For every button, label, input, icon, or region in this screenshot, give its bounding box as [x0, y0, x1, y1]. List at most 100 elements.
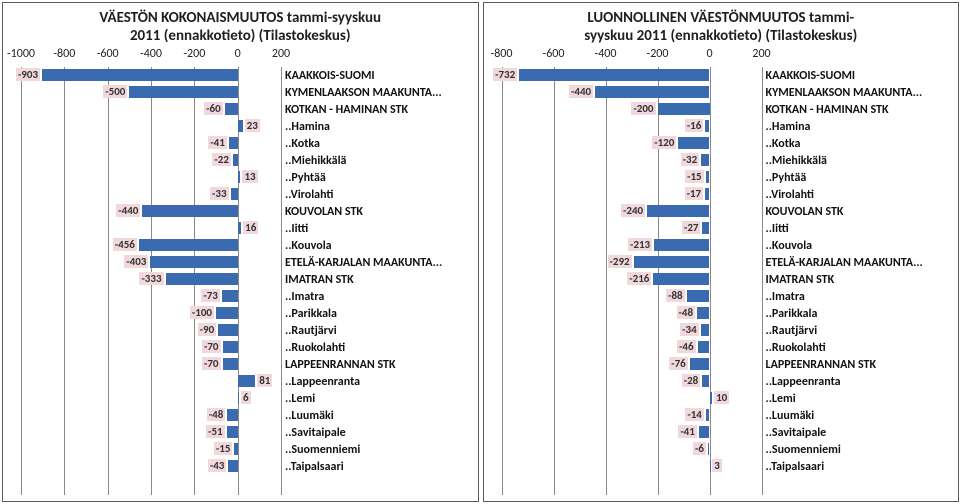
value-label: -17 [685, 187, 704, 200]
chart-row: -213..Kouvola [492, 237, 951, 254]
bar [705, 188, 709, 200]
category-label: ..Taipalsaari [762, 460, 951, 474]
bar-cell: -28 [502, 373, 762, 390]
bar [654, 239, 709, 251]
chart-row: -46..Ruokolahti [492, 339, 951, 356]
category-label: ..Miehikkälä [762, 154, 951, 168]
value-label: -46 [677, 340, 696, 353]
value-label: 13 [242, 170, 257, 183]
bar [129, 86, 237, 98]
bar-cell: -456 [21, 237, 281, 254]
category-label: ..Taipalsaari [281, 460, 470, 474]
bar [634, 256, 710, 268]
value-label: -33 [210, 187, 229, 200]
bar-cell: -88 [502, 288, 762, 305]
chart-title-line1: VÄESTÖN KOKONAISMUUTOS tammi-syyskuu [11, 9, 470, 27]
chart-row: -15..Pyhtää [492, 169, 951, 186]
bar-cell: -90 [21, 322, 281, 339]
value-label: -240 [621, 204, 645, 217]
bar [234, 443, 237, 455]
bar [697, 307, 709, 319]
bar [705, 120, 709, 132]
charts-container: VÄESTÖN KOKONAISMUUTOS tammi-syyskuu2011… [0, 0, 961, 504]
bar-cell: -51 [21, 424, 281, 441]
bar [225, 103, 238, 115]
bar-cell: -43 [21, 458, 281, 475]
chart-row: -70..Ruokolahti [11, 339, 470, 356]
chart-row: -216IMATRAN STK [492, 271, 951, 288]
chart-panel-1: LUONNOLLINEN VÄESTÖNMUUTOS tammi-syyskuu… [483, 2, 960, 502]
chart-row: 81 ..Lappeenranta [11, 373, 470, 390]
bar-cell: -48 [502, 305, 762, 322]
bar [223, 341, 238, 353]
category-label: ..Kouvola [762, 239, 951, 253]
category-label: ..Iitti [281, 222, 470, 236]
bar [701, 324, 710, 336]
chart-row: -60KOTKAN - HAMINAN STK [11, 101, 470, 118]
chart-row: -292ETELÄ-KARJALAN MAAKUNTA... [492, 254, 951, 271]
bar-cell: -440 [502, 84, 762, 101]
bar [690, 358, 710, 370]
bar [166, 273, 238, 285]
category-label: KOUVOLAN STK [281, 205, 470, 219]
bar-cell: -22 [21, 152, 281, 169]
chart-row: -732KAAKKOIS-SUOMI [492, 67, 951, 84]
category-label: ..Pyhtää [281, 171, 470, 185]
bar-cell: 81 [21, 373, 281, 390]
category-label: ..Kotka [762, 137, 951, 151]
value-label: -28 [682, 374, 701, 387]
chart-row: -41..Kotka [11, 135, 470, 152]
bar-cell: -120 [502, 135, 762, 152]
value-label: 81 [257, 374, 272, 387]
category-label: ..Iitti [762, 222, 951, 236]
value-label: -100 [190, 306, 214, 319]
chart-row: -456..Kouvola [11, 237, 470, 254]
bar-cell: -17 [502, 186, 762, 203]
bar [216, 307, 238, 319]
bar-cell: -732 [502, 67, 762, 84]
tick-label: -200 [183, 47, 205, 61]
value-label: -500 [103, 85, 127, 98]
tick-label: -400 [140, 47, 162, 61]
bar [706, 409, 710, 421]
bar-cell: -15 [21, 441, 281, 458]
chart-row: -48..Luumäki [11, 407, 470, 424]
category-label: KAAKKOIS-SUOMI [281, 69, 470, 83]
value-label: -88 [666, 289, 685, 302]
category-label: LAPPEENRANNAN STK [281, 358, 470, 372]
category-label: KOTKAN - HAMINAN STK [281, 103, 470, 117]
bar-cell: 23 [21, 118, 281, 135]
chart-row: -15..Suomenniemi [11, 441, 470, 458]
chart-row: -16..Hamina [492, 118, 951, 135]
bar [231, 188, 238, 200]
chart-row: -41..Savitaipale [492, 424, 951, 441]
plot-area: -732KAAKKOIS-SUOMI-440KYMENLAAKSON MAAKU… [492, 67, 951, 495]
category-label: ..Hamina [762, 120, 951, 134]
bar-cell: -500 [21, 84, 281, 101]
bar [222, 290, 238, 302]
value-label: -403 [124, 255, 148, 268]
category-label: ..Lappeenranta [281, 375, 470, 389]
category-label: ..Lemi [281, 392, 470, 406]
bar [595, 86, 709, 98]
category-label: ..Pyhtää [762, 171, 951, 185]
bar-cell: -240 [502, 203, 762, 220]
value-label: -333 [139, 272, 163, 285]
value-label: 6 [241, 391, 251, 404]
category-label: ..Imatra [281, 290, 470, 304]
category-label: ..Parikkala [281, 307, 470, 321]
category-label: LAPPEENRANNAN STK [762, 358, 951, 372]
tick-label: 200 [272, 47, 290, 61]
bar [238, 392, 239, 404]
bar-cell: -41 [21, 135, 281, 152]
category-label: ..Luumäki [281, 409, 470, 423]
category-label: ..Savitaipale [762, 426, 951, 440]
category-label: KOTKAN - HAMINAN STK [762, 103, 951, 117]
bar [223, 358, 238, 370]
bar [238, 171, 241, 183]
bar-cell: -213 [502, 237, 762, 254]
bar-cell: -41 [502, 424, 762, 441]
category-label: ..Virolahti [762, 188, 951, 202]
bar [218, 324, 238, 336]
bar-cell: -76 [502, 356, 762, 373]
